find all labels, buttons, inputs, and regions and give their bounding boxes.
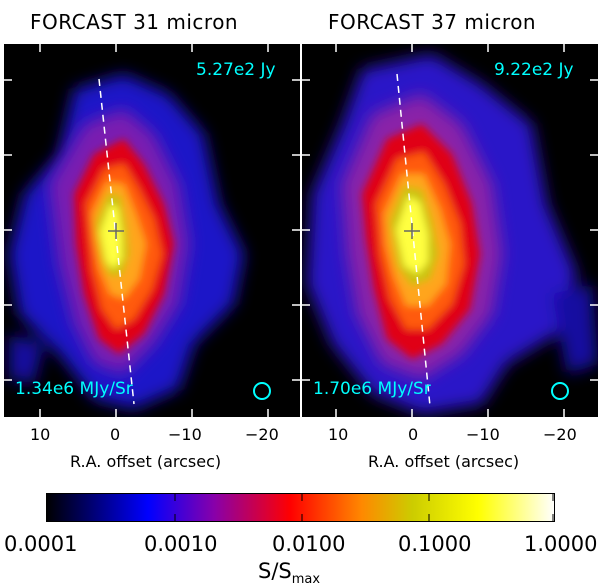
panel-title-31: FORCAST 31 micron [30, 10, 239, 34]
x-tick-label: −20 [543, 425, 577, 444]
image-31-svg [4, 44, 300, 417]
peak-label-31: 1.34e6 MJy/Sr [15, 379, 133, 399]
image-37-svg [302, 44, 598, 417]
x-tick-label: −20 [245, 425, 279, 444]
flux-label-37: 9.22e2 Jy [494, 60, 574, 80]
x-tick-label: −10 [466, 425, 500, 444]
image-panel-37 [302, 44, 598, 417]
colorbar-label: 0.0001 [4, 532, 78, 556]
peak-label-37: 1.70e6 MJy/Sr [313, 379, 431, 399]
x-axis-title-31: R.A. offset (arcsec) [70, 452, 222, 471]
colorbar [46, 493, 555, 522]
x-tick-label: −10 [168, 425, 202, 444]
colorbar-ticks [47, 493, 554, 522]
emission-inner [362, 124, 480, 359]
colorbar-label: 1.0000 [524, 532, 598, 556]
colorbar-title-main: S/S [258, 559, 292, 583]
colorbar-label: 0.0100 [272, 532, 346, 556]
flux-label-31: 5.27e2 Jy [196, 60, 276, 80]
colorbar-gradient [46, 493, 555, 522]
colorbar-title: S/Smax [258, 559, 320, 587]
colorbar-title-sub: max [291, 572, 321, 587]
beam-circle [551, 382, 569, 400]
colorbar-label: 0.0010 [144, 532, 218, 556]
beam-circle [253, 382, 271, 400]
x-tick-label: 0 [408, 425, 419, 444]
x-axis-title-37: R.A. offset (arcsec) [368, 452, 520, 471]
panel-title-37: FORCAST 37 micron [328, 10, 537, 34]
position-angle-line [98, 78, 135, 405]
emission-inner [74, 139, 174, 354]
panel-ticks [4, 44, 300, 417]
x-tick-label: 0 [110, 425, 121, 444]
colorbar-svg [46, 493, 555, 522]
panel-ticks [302, 44, 598, 417]
x-tick-label: 10 [30, 425, 51, 444]
image-panel-31 [4, 44, 300, 417]
colorbar-label: 0.1000 [398, 532, 472, 556]
x-tick-label: 10 [328, 425, 349, 444]
position-angle-line [396, 73, 431, 407]
